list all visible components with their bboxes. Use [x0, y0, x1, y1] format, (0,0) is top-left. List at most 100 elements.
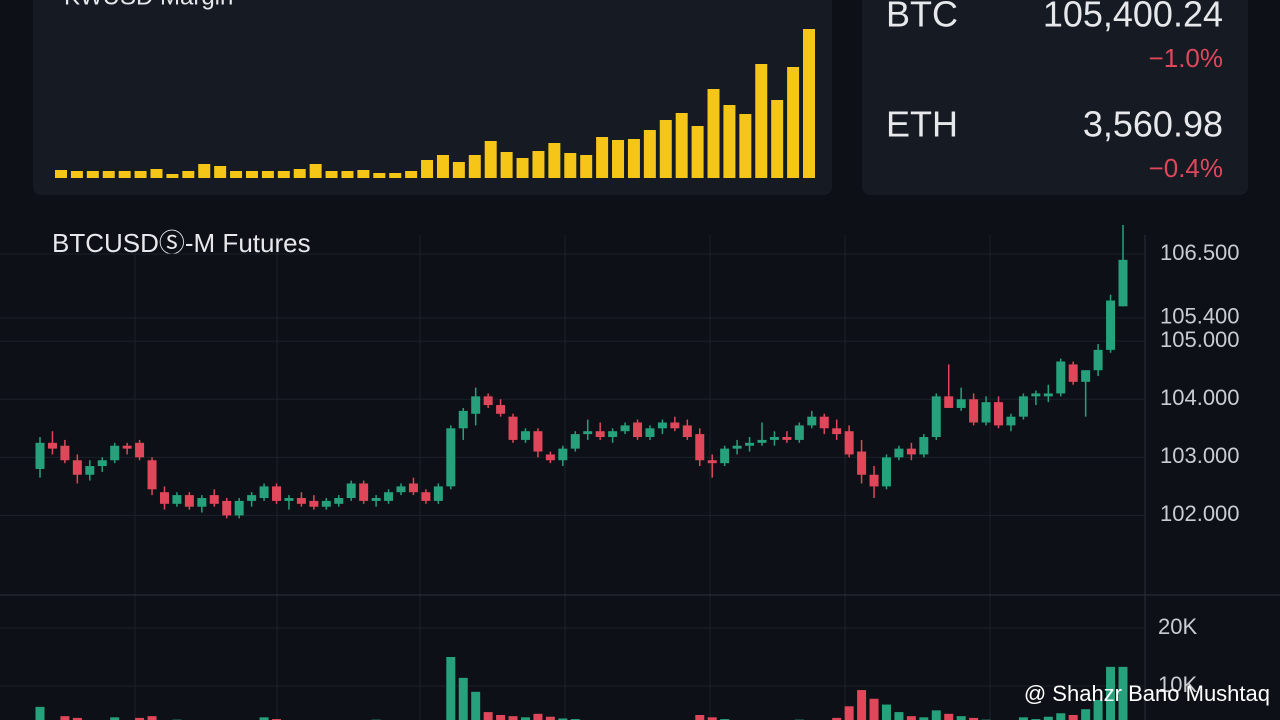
volume-bar [471, 691, 481, 720]
candle-body [321, 500, 331, 507]
candle-body [533, 431, 543, 452]
candle-body [769, 437, 779, 440]
candle-body [944, 396, 954, 408]
margin-bar [755, 64, 768, 178]
margin-bar [118, 171, 131, 178]
candle-body [919, 437, 929, 455]
margin-bar [675, 113, 688, 178]
candle-body [969, 399, 979, 423]
volume-bar [906, 716, 916, 720]
ticker-price: 3,560.98 [1083, 104, 1223, 145]
margin-bar [803, 29, 815, 178]
y-tick-label: 106.500 [1160, 240, 1240, 265]
margin-bar [325, 171, 338, 178]
candle-body [1081, 370, 1091, 382]
watermark: @ Shahzr Bano Mushtaq [1024, 681, 1270, 706]
candle-body [309, 500, 319, 507]
candle-body [346, 483, 356, 499]
volume-bar [956, 716, 966, 720]
margin-bar [707, 89, 720, 178]
margin-bar [245, 171, 258, 178]
margin-bar [166, 174, 179, 178]
candle-body [272, 486, 282, 501]
candle-body [135, 442, 145, 458]
candle-body [110, 445, 120, 461]
candle-body [433, 486, 443, 501]
margin-bar [214, 166, 227, 178]
candle-body [408, 483, 418, 493]
margin-bar [198, 164, 211, 178]
volume-bar [881, 704, 891, 720]
candle-body [371, 498, 381, 501]
candle-body [620, 425, 630, 432]
candle-body [259, 486, 269, 499]
volume-bar [147, 716, 157, 720]
volume-bar [969, 717, 979, 720]
margin-bar [468, 155, 481, 178]
candle-body [794, 425, 804, 440]
margin-bar [373, 173, 386, 178]
margin-bar [643, 130, 656, 178]
margin-bar [261, 171, 274, 178]
candle-body [645, 428, 655, 438]
margin-bar [691, 126, 704, 178]
candle-body [247, 495, 257, 501]
candle-body [832, 428, 842, 435]
candle-body [85, 466, 95, 475]
candle-body [471, 396, 481, 414]
candle-body [72, 460, 82, 475]
volume-bar [1018, 717, 1028, 720]
volume-bar [832, 717, 842, 720]
candle-body [1043, 393, 1053, 397]
candle-body [956, 399, 966, 408]
volume-bar [944, 713, 954, 720]
margin-bar [421, 160, 434, 178]
candle-body [745, 442, 755, 446]
candle-body [172, 495, 182, 504]
margin-bar [70, 171, 83, 178]
volume-bar [695, 715, 705, 720]
margin-bar [293, 169, 306, 178]
margin-bar [723, 105, 736, 178]
candle-body [570, 434, 580, 449]
candle-body [1006, 416, 1016, 426]
candle-body [222, 500, 232, 516]
candle-body [122, 445, 132, 449]
candle-body [446, 428, 456, 487]
ticker-symbol: BTC [886, 0, 958, 35]
volume-bar [558, 718, 568, 720]
candle-body [682, 425, 692, 438]
margin-bar [436, 155, 449, 178]
candle-body [931, 396, 941, 438]
ticker-panel [862, 0, 1248, 195]
candle-body [284, 498, 294, 501]
volume-bar [60, 716, 70, 720]
margin-bar [452, 162, 465, 178]
candle-body [857, 451, 867, 475]
margin-bar [341, 171, 354, 178]
margin-bar [55, 170, 67, 178]
candle-body [782, 437, 792, 440]
margin-bar [500, 152, 513, 178]
margin-bar [516, 158, 529, 178]
margin-bar [532, 151, 545, 178]
candle-body [47, 442, 57, 449]
ticker-change: −0.4% [1149, 153, 1223, 183]
volume-bar [919, 717, 929, 720]
candle-body [396, 486, 406, 493]
candle-body [508, 416, 518, 440]
y-tick-label: 104.000 [1160, 385, 1240, 410]
volume-bar [72, 717, 82, 720]
margin-bar [150, 169, 163, 178]
volume-bar [844, 706, 854, 720]
vertical-grid [134, 235, 991, 720]
margin-bar [102, 171, 115, 178]
volume-bar [446, 657, 456, 720]
margin-bar [134, 171, 147, 178]
candle-body [545, 454, 555, 461]
candle-body [720, 448, 730, 464]
candle-body [359, 483, 369, 501]
candle-body [732, 445, 742, 449]
